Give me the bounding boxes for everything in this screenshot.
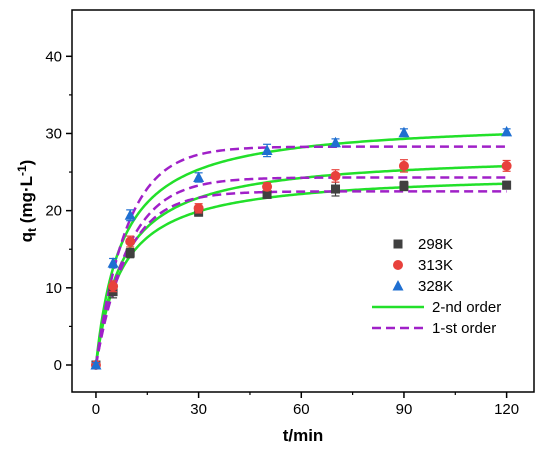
data-point-298K xyxy=(125,248,135,258)
axis-ticks: 0 30 60 90 120 0 10 20 30 40 xyxy=(45,48,519,418)
x-tick-label: 90 xyxy=(396,401,413,418)
fit-curve-second-order xyxy=(94,182,507,366)
legend-label: 2-nd order xyxy=(432,299,501,316)
data-point-328K xyxy=(90,358,102,370)
x-tick-label: 0 xyxy=(92,401,100,418)
y-axis-title: qt (mg·L-1) xyxy=(15,160,39,243)
data-points xyxy=(90,125,513,370)
y-tick-label: 40 xyxy=(45,48,62,65)
data-point-328K xyxy=(193,171,205,182)
y-tick-label: 30 xyxy=(45,125,62,142)
data-point-298K xyxy=(262,189,272,199)
y-tick-label: 0 xyxy=(54,357,62,374)
data-point-313K xyxy=(193,203,204,214)
legend-label: 313K xyxy=(418,257,453,274)
data-point-328K xyxy=(124,209,136,220)
x-tick-label: 60 xyxy=(293,401,310,418)
data-point-328K xyxy=(398,126,410,138)
data-point-313K xyxy=(330,170,341,181)
data-point-298K xyxy=(502,180,512,190)
fit-curves xyxy=(94,133,507,366)
x-tick-label: 120 xyxy=(494,401,519,418)
fit-curve-first-order xyxy=(94,176,507,366)
data-point-313K xyxy=(398,160,409,171)
data-point-328K xyxy=(107,257,119,268)
data-point-313K xyxy=(262,181,273,192)
data-point-313K xyxy=(501,160,512,171)
y-tick-label: 10 xyxy=(45,280,62,297)
legend-label: 1-st order xyxy=(432,320,496,337)
fit-curve-first-order xyxy=(94,190,507,366)
y-tick-label: 20 xyxy=(45,203,62,220)
x-axis-title: t/min xyxy=(283,426,324,445)
legend-marker-313K xyxy=(393,260,403,270)
data-point-313K xyxy=(108,281,119,292)
data-point-298K xyxy=(399,181,409,191)
data-point-328K xyxy=(330,136,342,148)
fit-curve-first-order xyxy=(94,145,507,366)
data-point-298K xyxy=(331,184,341,194)
legend-marker-298K xyxy=(393,239,403,249)
plot-frame xyxy=(71,9,535,393)
legend: 298K 313K 328K 2-nd order 1-st order xyxy=(372,236,501,337)
data-point-328K xyxy=(501,125,513,137)
legend-label: 328K xyxy=(418,278,453,295)
data-point-328K xyxy=(261,144,273,155)
legend-label: 298K xyxy=(418,236,453,253)
legend-marker-328K xyxy=(392,280,404,291)
data-point-313K xyxy=(125,236,136,247)
x-tick-label: 30 xyxy=(190,401,207,418)
